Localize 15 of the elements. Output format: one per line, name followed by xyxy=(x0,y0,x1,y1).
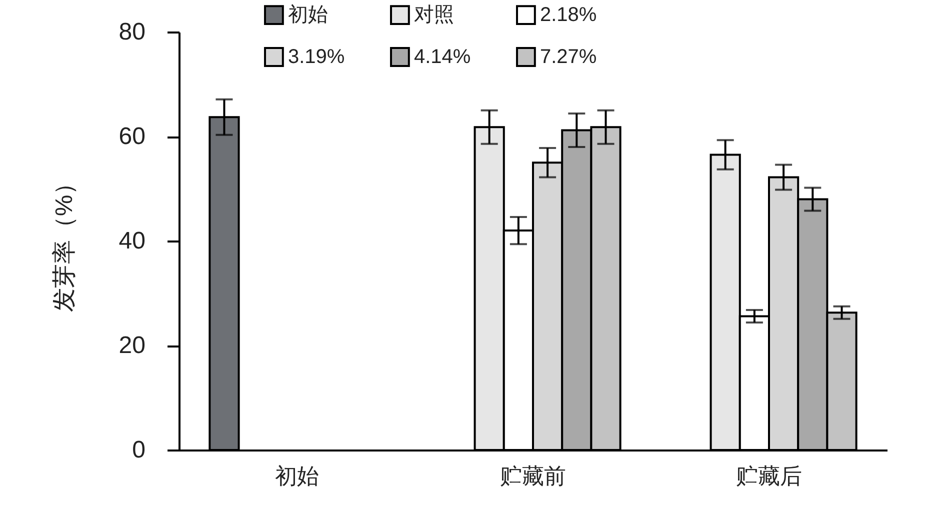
legend-label: 对照 xyxy=(414,4,454,26)
legend-label: 7.27% xyxy=(540,46,597,68)
y-tick-label: 60 xyxy=(118,123,146,150)
y-tick-label: 40 xyxy=(118,228,146,254)
legend-label: 4.14% xyxy=(414,46,471,68)
legend-label: 3.19% xyxy=(288,46,345,68)
y-tick-label: 20 xyxy=(118,332,146,359)
legend-label: 2.18% xyxy=(540,4,597,26)
x-tick-label: 贮藏前 xyxy=(500,464,566,488)
x-tick-label: 初始 xyxy=(275,464,319,488)
x-tick-label: 贮藏后 xyxy=(736,464,802,488)
legend-label: 初始 xyxy=(288,4,328,26)
y-axis-title: 发芽率（%） xyxy=(50,170,78,312)
y-tick-label: 80 xyxy=(118,18,146,46)
y-tick-label: 0 xyxy=(132,436,146,464)
